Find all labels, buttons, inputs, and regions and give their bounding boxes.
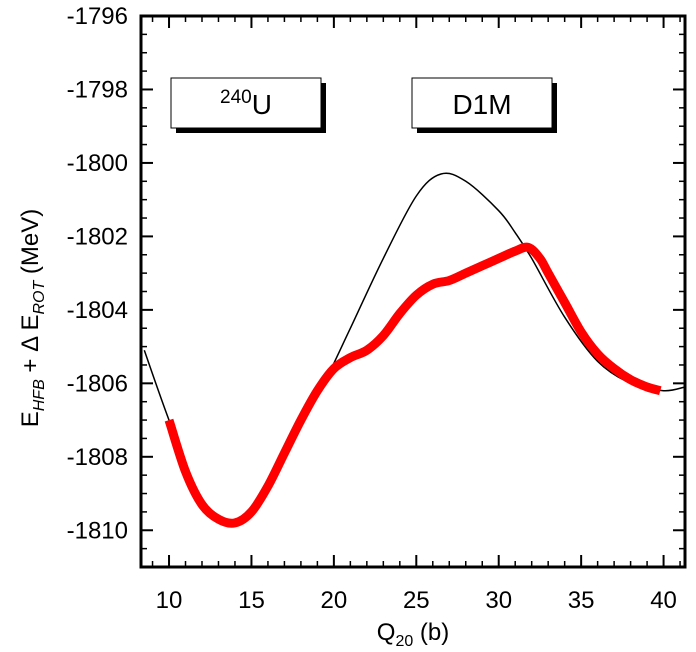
x-tick-label: 40 xyxy=(650,587,677,614)
y-tick-label: -1802 xyxy=(67,223,128,250)
interaction-label-box xyxy=(411,77,553,129)
x-tick-label: 20 xyxy=(321,587,348,614)
y-tick-label: -1800 xyxy=(67,150,128,177)
series-line-full xyxy=(143,172,686,525)
series-line-highlight xyxy=(164,242,662,528)
y-tick-label: -1810 xyxy=(67,517,128,544)
x-tick-label: 10 xyxy=(156,587,183,614)
x-tick-label: 30 xyxy=(485,587,512,614)
x-tick-label: 15 xyxy=(238,587,265,614)
tick-layer xyxy=(141,15,685,567)
tick-label-layer: 10 15 20 25 30 35 40 -1796 -1798 -1800 -1802 -1804 -… xyxy=(67,3,677,614)
y-tick-label: -1806 xyxy=(67,370,128,397)
annotation-layer: 240U D1M xyxy=(170,77,557,133)
x-tick-label: 35 xyxy=(568,587,595,614)
curve-layer xyxy=(143,172,686,528)
y-tick-label: -1808 xyxy=(67,444,128,471)
nucleus-label: 240U xyxy=(220,87,272,120)
x-axis-title: Q20 (b) xyxy=(377,619,449,650)
y-axis-title: EHFB + Δ EROT (MeV) xyxy=(17,209,48,428)
y-tick-label: -1804 xyxy=(67,297,128,324)
x-tick-label: 25 xyxy=(403,587,430,614)
y-tick-label: -1798 xyxy=(67,76,128,103)
interaction-label: D1M xyxy=(452,89,511,120)
y-tick-label: -1796 xyxy=(67,3,128,30)
nucleus-label-box xyxy=(170,77,322,129)
